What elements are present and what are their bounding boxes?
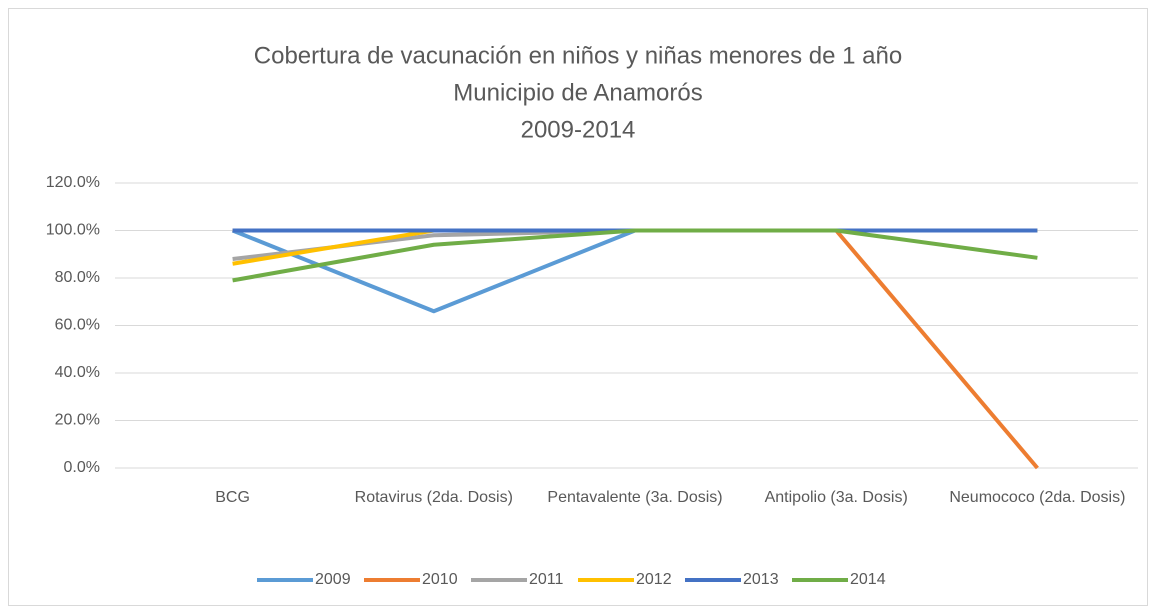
y-tick-label: 100.0% [46,222,100,239]
x-tick-label: Neumococo (2da. Dosis) [949,489,1126,506]
series-line [232,228,1038,283]
legend-label: 2009 [315,571,351,588]
chart-title: Cobertura de vacunación en niños y niñas… [254,42,902,69]
legend-label: 2013 [743,571,779,588]
legend-label: 2012 [636,571,672,588]
x-tick-label: BCG [215,489,250,506]
x-tick-label: Rotavirus (2da. Dosis) [354,489,513,506]
chart-title: 2009-2014 [521,116,636,143]
legend-label: 2011 [529,571,564,588]
y-tick-label: 40.0% [55,364,100,381]
y-tick-label: 20.0% [55,412,100,429]
x-tick-label: Antipolio (3a. Dosis) [764,489,908,506]
x-tick-label: Pentavalente (3a. Dosis) [547,489,723,506]
chart-title: Municipio de Anamorós [453,79,702,106]
legend-label: 2014 [850,571,886,588]
y-tick-label: 120.0% [46,174,100,191]
y-tick-label: 0.0% [64,459,100,476]
y-tick-label: 60.0% [55,317,100,334]
chart-border [8,8,1148,606]
y-tick-label: 80.0% [55,269,100,286]
legend-label: 2010 [422,571,458,588]
